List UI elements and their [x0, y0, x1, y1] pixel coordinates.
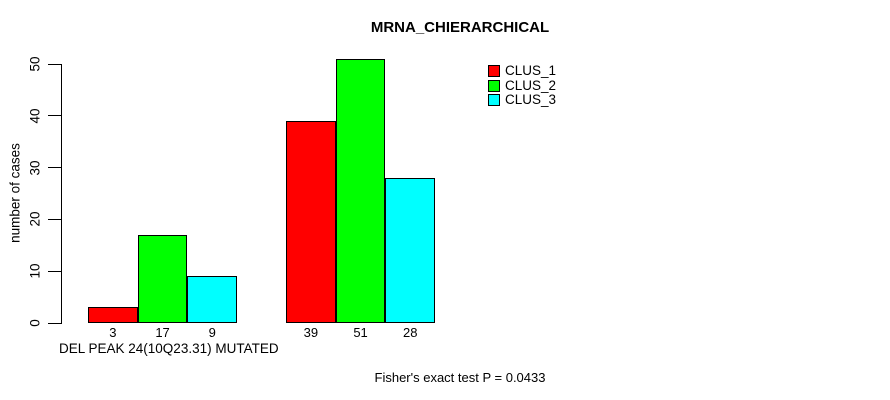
y-axis-title: number of cases	[7, 143, 23, 243]
bar-clus_2-group2	[335, 59, 386, 323]
y-tick-label-30: 30	[27, 160, 43, 176]
legend-item-clus_1: CLUS_1	[488, 63, 557, 79]
y-tick-0	[48, 322, 61, 324]
bar-value-label-clus_2-group2: 51	[353, 325, 368, 340]
y-tick-label-40: 40	[27, 108, 43, 124]
y-tick-label-50: 50	[27, 56, 43, 72]
bar-clus_1-group2	[286, 121, 336, 323]
bar-value-label-clus_1-group2: 39	[303, 325, 319, 340]
y-tick-10	[48, 270, 61, 272]
y-tick-50	[48, 63, 61, 65]
legend-item-clus_3: CLUS_3	[488, 92, 557, 108]
legend-swatch-clus_2	[488, 79, 500, 92]
legend-swatch-clus_1	[488, 65, 500, 78]
y-tick-20	[48, 218, 61, 220]
y-tick-40	[48, 115, 61, 117]
legend: CLUS_1 CLUS_2 CLUS_3	[488, 63, 557, 108]
legend-label-clus_2: CLUS_2	[505, 77, 557, 93]
y-axis-line	[61, 63, 62, 324]
y-tick-label-20: 20	[27, 211, 43, 227]
bar-value-label-clus_2-group1: 17	[155, 325, 170, 340]
plot-area: 0 10 20 30 40 50 3 39 17 51 9 28	[28, 56, 438, 340]
bar-value-label-clus_3-group1: 9	[208, 325, 216, 340]
legend-label-clus_1: CLUS_1	[505, 63, 557, 78]
legend-item-clus_2: CLUS_2	[488, 77, 557, 94]
y-tick-label-0: 0	[27, 319, 43, 327]
y-tick-30	[48, 167, 61, 169]
x-axis-title: DEL PEAK 24(10Q23.31) MUTATED	[59, 341, 279, 356]
y-tick-label-10: 10	[27, 263, 43, 279]
chart-title: MRNA_CHIERARCHICAL	[370, 19, 550, 36]
legend-label-clus_3: CLUS_3	[505, 92, 557, 107]
bar-clus_3-group2	[385, 178, 436, 323]
bar-clus_1-group1	[88, 307, 138, 323]
annotation-fisher-test: Fisher's exact test P = 0.0433	[374, 370, 546, 385]
bar-value-label-clus_3-group2: 28	[403, 325, 418, 340]
bar-clus_2-group1	[137, 235, 188, 323]
bar-clus_3-group1	[187, 276, 238, 323]
bar-value-label-clus_1-group1: 3	[109, 325, 117, 340]
legend-swatch-clus_3	[488, 94, 500, 107]
